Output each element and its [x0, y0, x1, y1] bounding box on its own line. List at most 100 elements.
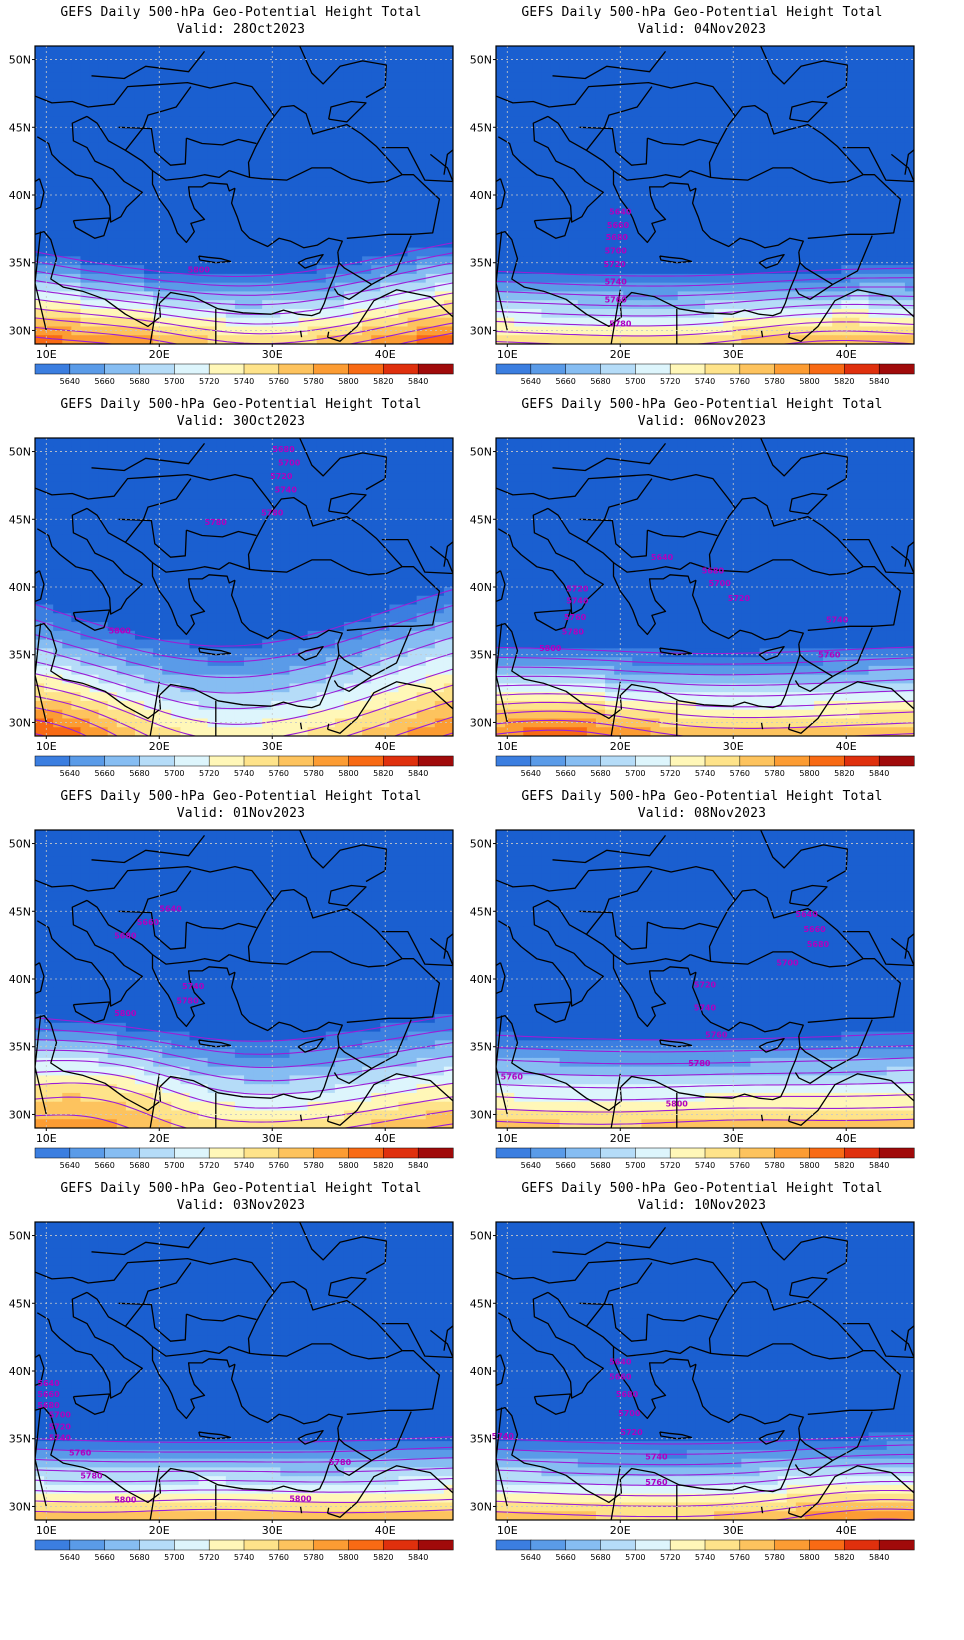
contour-line: [496, 719, 914, 736]
colorbar-swatch: [139, 1147, 175, 1159]
coastline: [496, 1407, 508, 1507]
coastline: [496, 622, 733, 720]
colorbar-label: 5680: [129, 377, 149, 386]
coastline: [35, 622, 272, 720]
coastline: [381, 930, 453, 967]
contour-line: [35, 1508, 453, 1514]
coastline: [270, 1035, 340, 1101]
colorbar-swatch: [600, 755, 636, 767]
lon-tick-label: 30E: [723, 348, 744, 361]
contour-line: [496, 1118, 914, 1125]
coastline: [198, 1039, 232, 1048]
coastline: [443, 1325, 453, 1351]
coastline: [787, 331, 791, 338]
colorbar-swatch: [243, 1539, 280, 1551]
coastline: [547, 507, 697, 636]
coastline: [270, 1427, 340, 1493]
coastline: [760, 1506, 764, 1514]
coastline: [585, 870, 653, 935]
colorbar-label: 5700: [164, 1161, 184, 1170]
colorbar-swatch: [208, 1539, 245, 1551]
lon-tick-label: 40E: [836, 1132, 857, 1145]
contour-label: 5700: [49, 1410, 72, 1419]
contour-label: 5720: [49, 1423, 72, 1432]
lat-tick-label: 40N: [9, 581, 31, 594]
colorbar-swatch: [174, 363, 210, 375]
coastline: [496, 1015, 508, 1115]
colorbar-swatch: [600, 1539, 636, 1551]
contour-line: [496, 1434, 914, 1445]
colorbar: 5640 5660 5680 5700 5720 5740 5760 5780 5800 5820…: [495, 755, 915, 778]
coastline: [807, 958, 902, 1023]
colorbar-label: 5820: [834, 769, 854, 778]
colorbar-label: 5760: [730, 769, 750, 778]
contour-line: [496, 693, 914, 708]
colorbar-label: 5760: [269, 377, 289, 386]
contour-label: 5780: [609, 320, 632, 329]
coastline: [86, 1291, 236, 1420]
contour-label: 5760: [501, 1073, 524, 1082]
lat-tick-label: 40N: [9, 189, 31, 202]
colorbar: 5640 5660 5680 5700 5720 5740 5760 5780 5800 5820…: [34, 755, 454, 778]
colorbar-swatch: [139, 1539, 175, 1551]
colorbar-label: 5800: [338, 769, 358, 778]
coastline: [326, 1115, 330, 1122]
contour-line: [496, 1081, 914, 1089]
coastline: [647, 529, 718, 538]
coastline: [327, 1073, 453, 1126]
lat-tick-label: 50N: [9, 1230, 31, 1243]
coastline: [496, 1406, 733, 1504]
coastline: [552, 834, 667, 864]
contour-line: [496, 303, 914, 317]
colorbar-label: 5720: [660, 1161, 680, 1170]
colorbar-label: 5800: [799, 377, 819, 386]
contour-label: 5740: [566, 597, 589, 606]
coastline: [904, 149, 914, 175]
coastline: [270, 251, 340, 317]
colorbar-label: 5760: [269, 1161, 289, 1170]
coastline: [35, 1015, 47, 1115]
coastline: [186, 1313, 257, 1322]
lon-tick-label: 20E: [610, 348, 631, 361]
panel-valid-date: Valid: 28Oct2023: [176, 22, 306, 37]
coastline: [691, 580, 804, 645]
coastline: [691, 188, 804, 253]
contour-label: 5660: [607, 221, 630, 230]
colorbar-label: 5720: [199, 377, 219, 386]
colorbar-label: 5800: [338, 1161, 358, 1170]
coastline: [35, 231, 47, 331]
contour-label: 5740: [645, 1452, 668, 1461]
coastline: [326, 723, 330, 730]
coastline: [758, 1429, 785, 1445]
coastline: [229, 167, 403, 184]
colorbar-swatch: [383, 1539, 419, 1551]
colorbar-swatch: [669, 1147, 706, 1159]
height-field: [35, 46, 453, 344]
colorbar-label: 5640: [521, 769, 541, 778]
coastline: [299, 1114, 303, 1122]
coastline: [547, 1291, 697, 1420]
colorbar-swatch: [530, 1539, 567, 1551]
coastline: [690, 951, 864, 968]
colorbar-label: 5640: [60, 377, 80, 386]
contour-lines: [496, 1434, 914, 1520]
colorbar-label: 5740: [695, 377, 715, 386]
contour-label: 5660: [609, 1372, 632, 1381]
colorbar-swatch: [669, 755, 706, 767]
coastline: [610, 1465, 621, 1520]
coastline: [443, 933, 453, 959]
coastline: [579, 1302, 649, 1342]
colorbar-label: 5700: [625, 769, 645, 778]
coastline: [807, 566, 902, 631]
colorbar-label: 5820: [834, 377, 854, 386]
contour-line: [35, 1049, 453, 1082]
colorbar-label: 5760: [730, 1161, 750, 1170]
lat-tick-label: 45N: [470, 905, 492, 918]
contour-label: 5720: [694, 980, 717, 989]
lon-tick-label: 10E: [497, 1132, 518, 1145]
colorbar-swatch: [383, 363, 419, 375]
coastline: [787, 1507, 791, 1514]
contour-line: [496, 1489, 914, 1507]
coastline: [328, 1276, 367, 1299]
coastline: [333, 1459, 373, 1476]
